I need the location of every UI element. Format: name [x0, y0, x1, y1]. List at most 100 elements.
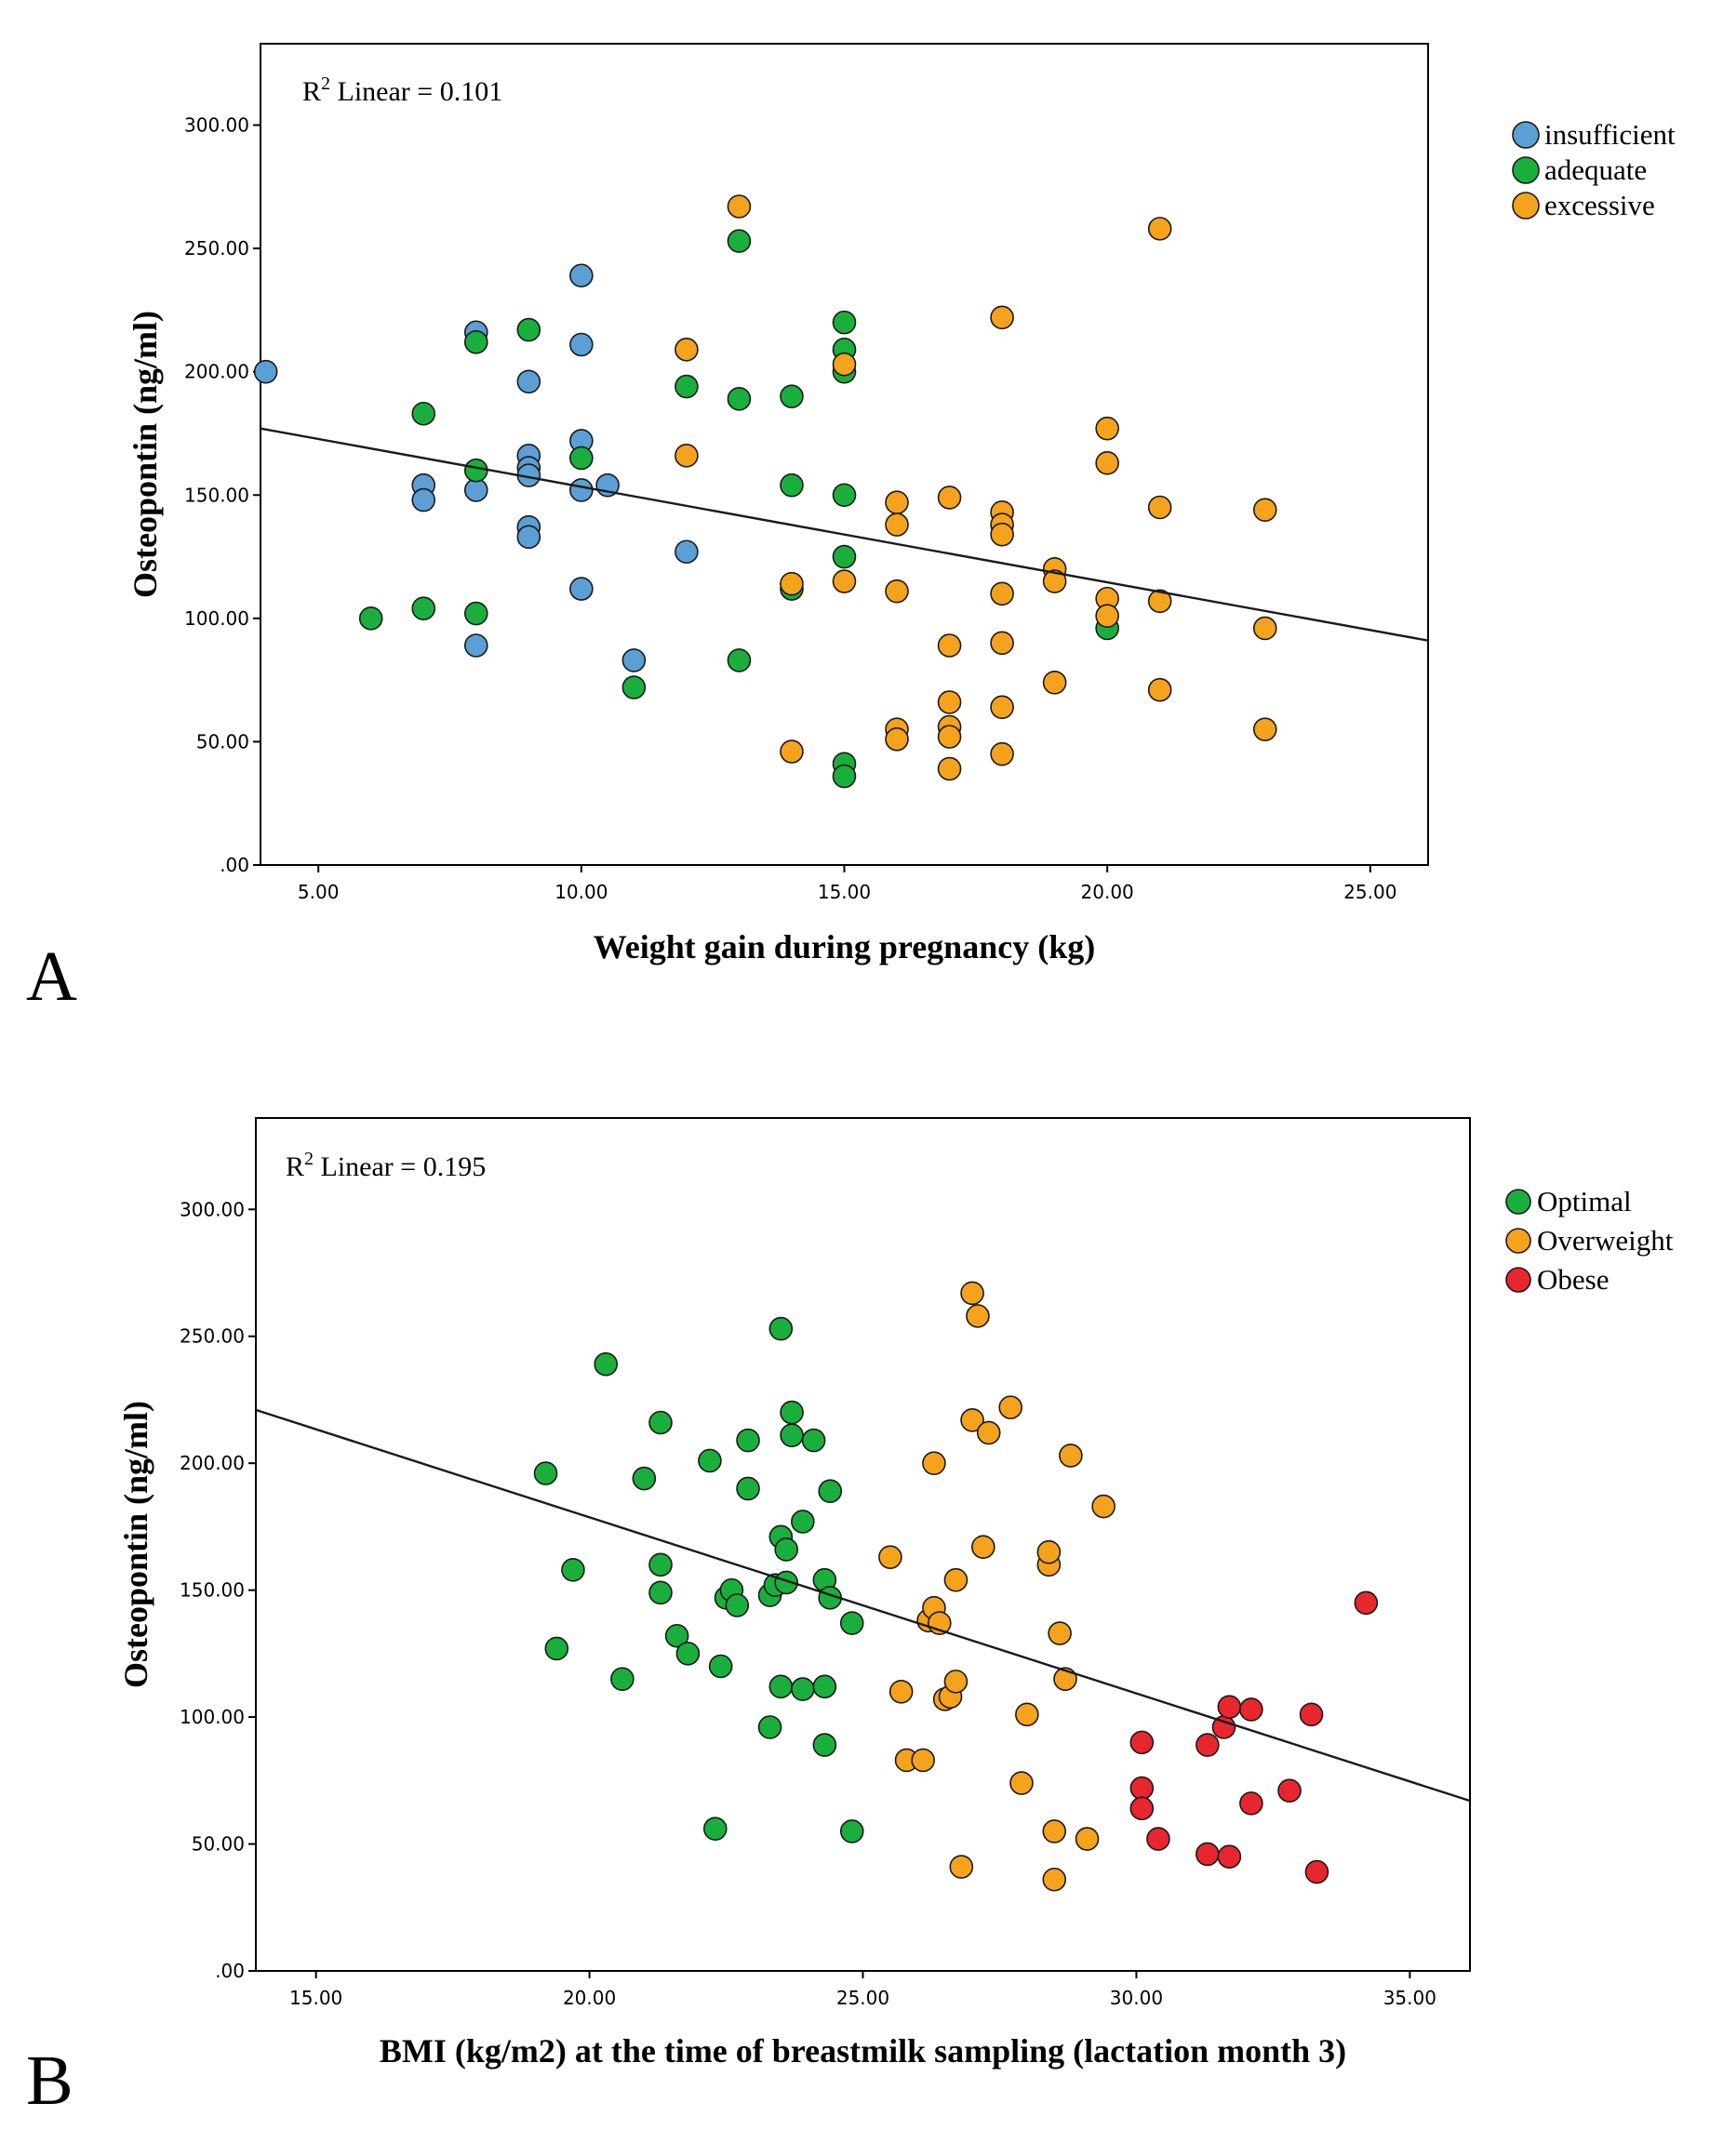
data-point-adequate [832, 544, 857, 569]
data-point-excessive [1042, 569, 1067, 593]
data-point-adequate [411, 401, 436, 426]
data-point-optimal [757, 1715, 782, 1739]
data-point-optimal [648, 1552, 673, 1577]
data-point-overweight [949, 1855, 974, 1879]
data-point-overweight [943, 1670, 969, 1694]
y-tick-label: 50.00 [192, 1833, 245, 1856]
data-point-optimal [561, 1557, 585, 1582]
data-point-overweight [976, 1420, 1001, 1445]
y-tick-label: 100.00 [180, 1706, 245, 1728]
data-point-optimal [702, 1817, 728, 1841]
data-point-adequate [411, 596, 436, 621]
data-point-excessive [1147, 495, 1172, 520]
data-point-optimal [594, 1351, 619, 1377]
data-point-adequate [516, 317, 541, 342]
data-point-optimal [698, 1448, 722, 1473]
y-tick-label: 300.00 [184, 114, 249, 137]
data-point-insufficient [516, 369, 541, 394]
data-point-overweight [1048, 1621, 1072, 1645]
data-point-optimal [648, 1410, 673, 1435]
data-point-excessive [832, 569, 857, 593]
data-point-optimal [839, 1819, 864, 1843]
data-point-excessive [1095, 604, 1119, 628]
data-point-obese [1239, 1791, 1263, 1816]
data-point-overweight [1042, 1867, 1067, 1892]
x-tick-label: 15.00 [818, 881, 871, 903]
data-point-overweight [960, 1407, 984, 1432]
data-point-insufficient [569, 332, 594, 357]
data-point-excessive [1147, 589, 1172, 614]
data-point-optimal [708, 1654, 733, 1679]
data-point-excessive [675, 338, 699, 362]
data-point-adequate [463, 330, 488, 354]
data-point-adequate [569, 446, 594, 471]
data-point-overweight [1036, 1539, 1062, 1564]
data-point-obese [1129, 1730, 1155, 1755]
x-tick-label: 25.00 [1343, 881, 1396, 903]
data-point-optimal [768, 1674, 794, 1699]
data-point-overweight [1091, 1494, 1116, 1519]
data-point-excessive [885, 726, 909, 752]
data-point-optimal [736, 1476, 760, 1501]
data-point-excessive [780, 739, 804, 764]
data-point-excessive [1252, 717, 1277, 741]
regression-line [260, 427, 1429, 642]
data-point-excessive [1095, 450, 1119, 475]
data-point-insufficient [569, 577, 594, 601]
data-point-excessive [727, 194, 752, 219]
data-point-optimal [780, 1423, 804, 1447]
data-point-excessive [937, 690, 962, 714]
data-point-overweight [998, 1395, 1023, 1419]
data-point-excessive [780, 571, 804, 596]
data-point-overweight [1042, 1819, 1067, 1843]
data-point-excessive [885, 512, 909, 537]
panel-label-a: A [26, 938, 77, 1016]
data-point-adequate [832, 310, 857, 335]
data-point-adequate [621, 675, 647, 699]
data-point-overweight [1009, 1771, 1034, 1795]
data-point-insufficient [253, 359, 278, 384]
data-point-optimal [610, 1667, 635, 1691]
data-point-excessive [937, 725, 962, 749]
y-tick-label: 50.00 [196, 730, 249, 752]
data-point-adequate [463, 601, 488, 626]
x-axis-label: Weight gain during pregnancy (kg) [594, 928, 1095, 965]
data-point-optimal [632, 1466, 657, 1491]
legend-label-adequate: adequate [1544, 153, 1647, 186]
y-tick-label: 200.00 [184, 361, 249, 383]
plot-area [255, 1117, 1471, 1972]
legend-label-excessive: excessive [1544, 189, 1655, 221]
data-point-excessive [1095, 416, 1119, 441]
data-point-excessive [990, 305, 1014, 330]
y-tick-label: .00 [220, 854, 249, 876]
data-point-excessive [1147, 217, 1172, 241]
legend-marker-excessive [1512, 192, 1540, 220]
data-point-overweight [888, 1679, 914, 1704]
legend-marker-optimal [1505, 1189, 1531, 1215]
data-point-optimal [664, 1623, 689, 1648]
data-point-excessive [990, 522, 1014, 547]
data-point-insufficient [675, 539, 699, 565]
legend: Optimal Overweight Obese [1505, 1185, 1674, 1296]
data-point-obese [1217, 1844, 1242, 1869]
data-point-optimal [791, 1510, 815, 1534]
x-tick-label: 5.00 [298, 881, 340, 903]
data-point-optimal [725, 1593, 750, 1617]
data-point-optimal [812, 1674, 837, 1699]
data-point-excessive [990, 741, 1014, 766]
y-tick-label: 250.00 [184, 237, 249, 260]
data-point-excessive [937, 756, 962, 781]
data-point-overweight [1059, 1444, 1083, 1468]
data-point-insufficient [569, 478, 594, 502]
data-point-adequate [832, 764, 857, 789]
data-point-adequate [675, 374, 699, 399]
data-point-obese [1299, 1702, 1324, 1727]
data-point-optimal [791, 1677, 815, 1701]
data-point-insufficient [463, 478, 488, 502]
data-point-optimal [675, 1642, 701, 1666]
r-squared-annotation: R2 Linear = 0.195 [286, 1149, 486, 1182]
data-point-adequate [727, 387, 752, 411]
legend-label-obese: Obese [1537, 1263, 1609, 1296]
data-point-insufficient [463, 633, 488, 658]
